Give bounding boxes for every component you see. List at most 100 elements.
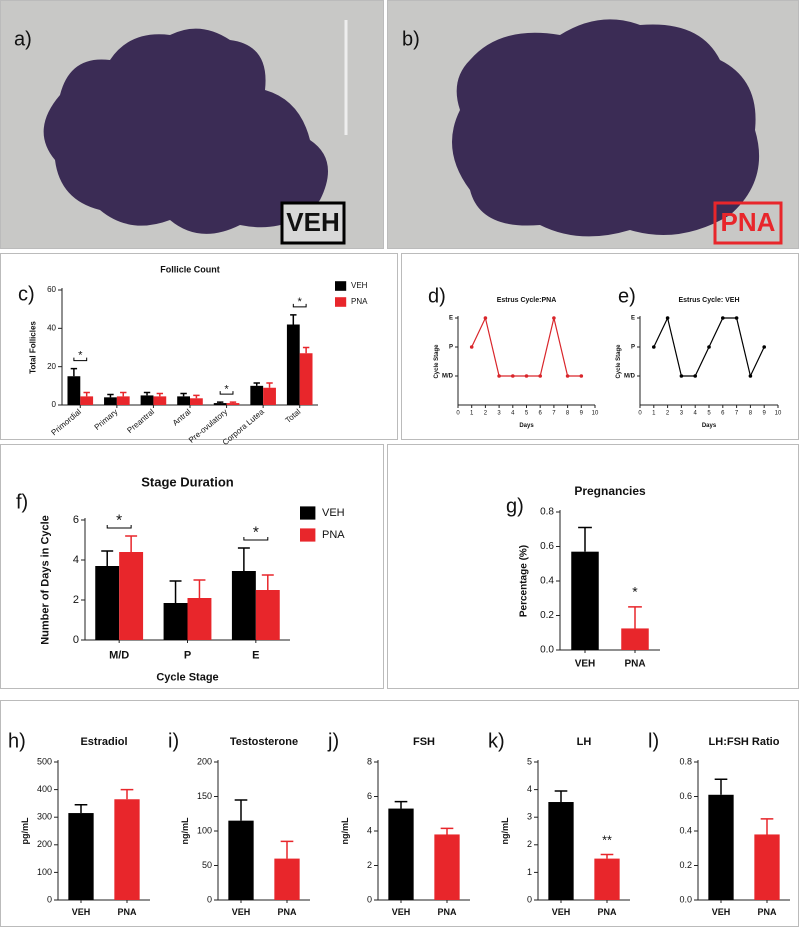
y-tick-label: P: [449, 345, 453, 351]
chart-title: Estrus Cycle: VEH: [678, 297, 739, 304]
y-tick-label: 0: [367, 894, 372, 904]
y-tick-label: 60: [47, 285, 56, 294]
bar: [228, 820, 254, 900]
point: [511, 374, 515, 378]
y-axis-label: Total Follicles: [28, 321, 37, 374]
bar: [116, 396, 130, 405]
x-tick-label: PNA: [597, 907, 617, 917]
y-tick-label: 0.8: [540, 507, 554, 518]
panel-frame: [387, 444, 799, 689]
legend-swatch: [300, 506, 316, 520]
y-tick-label: 2: [527, 839, 532, 849]
point: [483, 316, 488, 320]
y-tick-label: 0: [73, 634, 79, 646]
chart-title: LH: [577, 736, 592, 748]
x-tick-label: VEH: [72, 907, 91, 917]
y-tick-label: 0.8: [679, 756, 692, 766]
error-bar: [169, 580, 182, 603]
y-tick-label: 4: [527, 784, 532, 794]
y-tick-label: 0.4: [679, 825, 692, 835]
chart-title: LH:FSH Ratio: [709, 736, 780, 748]
bar: [153, 396, 167, 405]
chart-title: Testosterone: [230, 736, 298, 748]
y-tick-label: E: [449, 316, 453, 322]
bar: [163, 603, 188, 640]
bar: [68, 813, 94, 900]
error-bar: [760, 818, 774, 835]
panel-frame: [401, 253, 799, 440]
y-axis-label: Cycle Stage: [434, 344, 440, 379]
panel-letter: l): [648, 730, 659, 752]
x-tick-label: PNA: [117, 907, 137, 917]
y-tick-label: 8: [367, 756, 372, 766]
x-tick-label: 6: [539, 411, 543, 417]
x-axis-label: Cycle Stage: [156, 671, 218, 683]
y-tick-label: 4: [367, 825, 372, 835]
error-bar: [290, 314, 297, 325]
bar: [67, 376, 81, 405]
bar: [571, 551, 599, 650]
panel-frame: [0, 253, 398, 440]
y-tick-label: 500: [37, 756, 52, 766]
bar: [434, 834, 460, 900]
significance-label: *: [298, 296, 303, 308]
y-tick-label: 100: [197, 825, 212, 835]
label-box: [280, 201, 346, 245]
bar: [226, 403, 240, 405]
error-bar: [216, 401, 224, 404]
bar: [187, 598, 212, 640]
x-tick-label: Antral: [171, 407, 193, 427]
image-label: VEH: [286, 207, 339, 237]
x-axis-label: Days: [702, 423, 717, 429]
error-bar: [143, 391, 151, 396]
error-bar: [120, 391, 127, 397]
error-bar: [180, 392, 187, 397]
bar: [594, 858, 620, 900]
error-bar: [101, 550, 114, 566]
point: [469, 345, 474, 349]
y-tick-label: 0: [52, 400, 57, 409]
error-bar: [266, 382, 273, 388]
y-tick-label: 0.4: [540, 576, 554, 587]
x-tick-label: PNA: [624, 659, 645, 670]
tissue: [43, 28, 329, 234]
significance-label: *: [224, 383, 229, 395]
panel-letter: c): [18, 283, 35, 305]
x-tick-label: 4: [694, 411, 698, 417]
label-box: [713, 201, 783, 245]
x-tick-label: Total: [284, 407, 303, 425]
y-tick-label: E: [631, 316, 635, 322]
bar: [104, 397, 117, 405]
y-tick-label: 0.6: [540, 541, 554, 552]
point: [579, 374, 584, 378]
bar: [754, 834, 780, 900]
error-bar: [237, 547, 250, 571]
y-tick-label: 100: [37, 867, 52, 877]
bar: [231, 571, 256, 640]
point: [721, 316, 725, 320]
significance-bracket: [219, 391, 234, 395]
x-tick-label: PNA: [757, 907, 777, 917]
y-axis-label: ng/mL: [340, 817, 350, 844]
y-axis-label: Cycle Stage: [616, 344, 622, 379]
panel-letter: b): [402, 28, 420, 50]
x-tick-label: 3: [497, 411, 501, 417]
y-tick-label: 40: [47, 323, 56, 332]
y-tick-label: 4: [73, 554, 79, 566]
x-tick-label: 0: [638, 411, 642, 417]
y-tick-label: 1: [527, 867, 532, 877]
point: [707, 345, 711, 349]
y-tick-label: 200: [197, 756, 212, 766]
point: [497, 374, 501, 378]
point: [552, 316, 556, 320]
y-tick-label: 400: [37, 784, 52, 794]
error-bar: [107, 393, 114, 398]
x-tick-label: VEH: [575, 659, 596, 670]
point: [679, 374, 684, 378]
significance-bracket: [292, 303, 307, 308]
y-tick-label: M/D: [442, 374, 454, 380]
y-tick-label: P: [631, 345, 635, 351]
chart-title: Estradiol: [80, 736, 127, 748]
chart-title: Stage Duration: [141, 474, 234, 489]
